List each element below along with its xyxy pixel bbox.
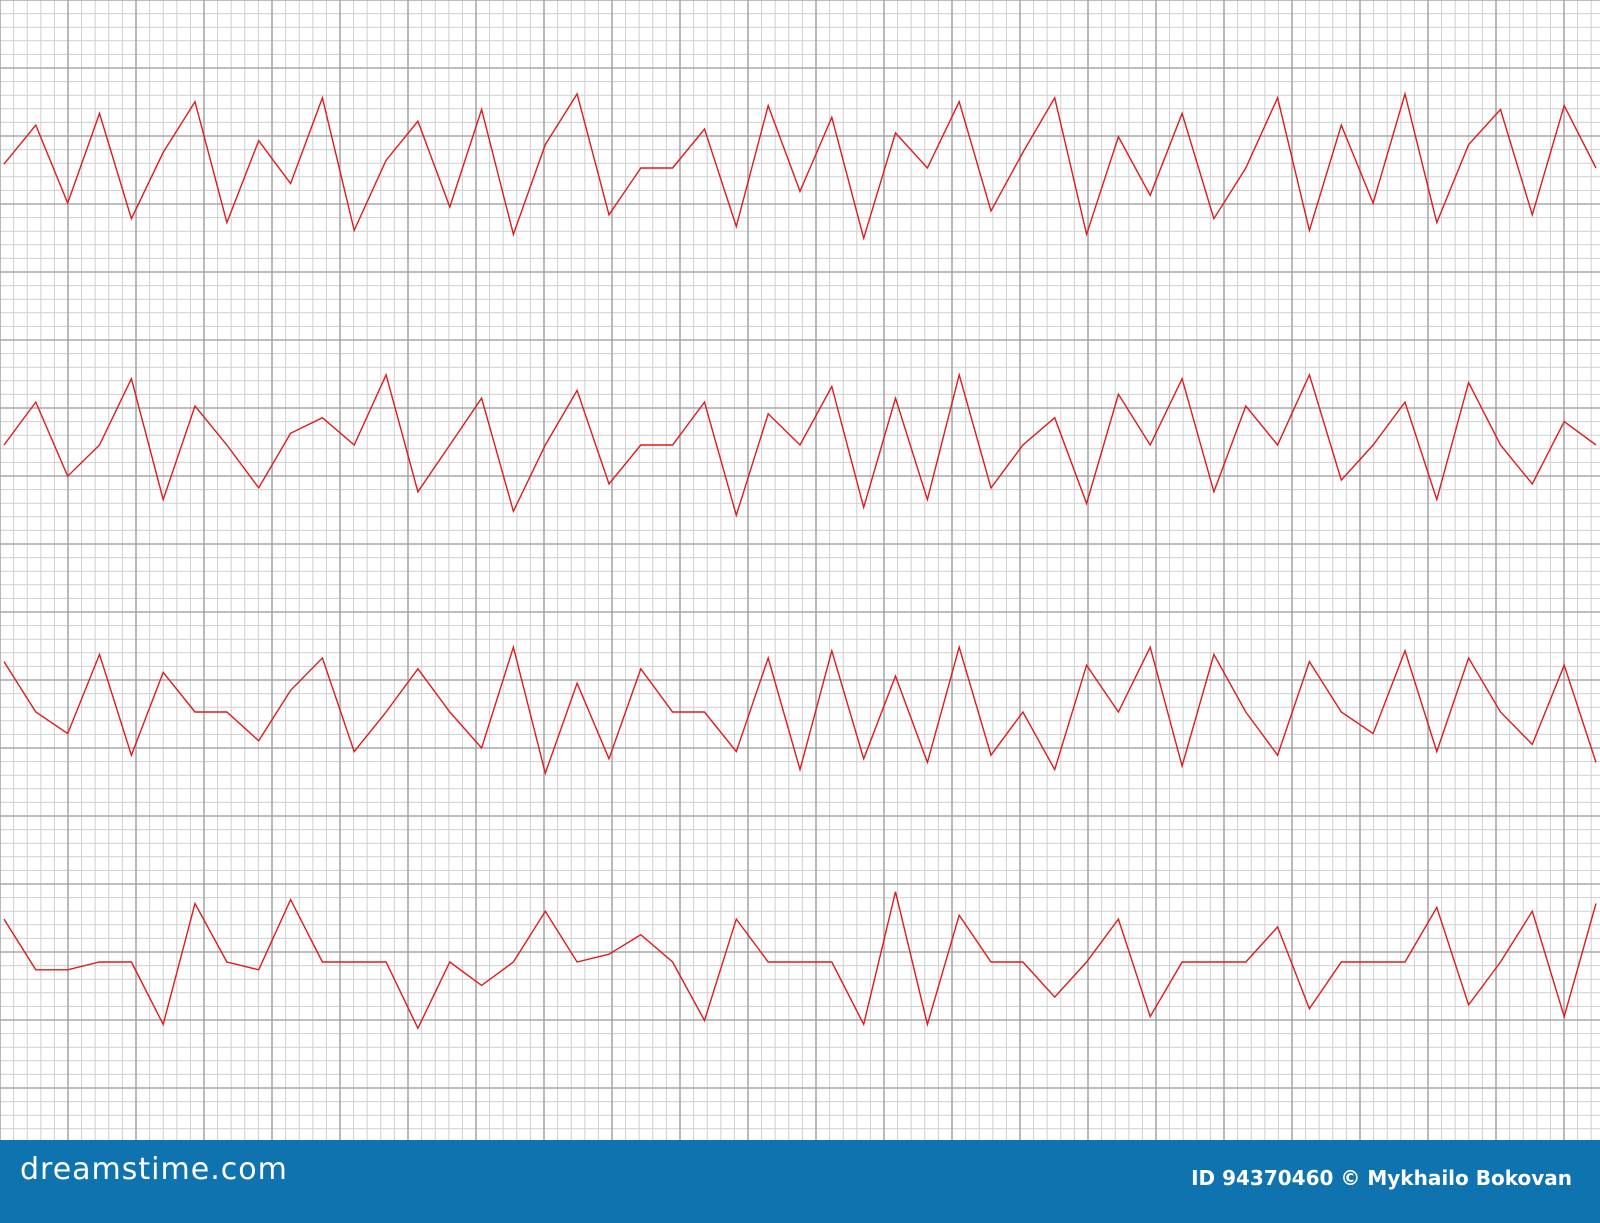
ecg-trace-4-line bbox=[3, 891, 1597, 1030]
ecg-traces bbox=[3, 91, 1597, 1030]
copyright-symbol: © bbox=[1340, 1166, 1361, 1190]
image-id: ID 94370460 bbox=[1191, 1166, 1334, 1190]
brand-logo-text: dreamstime.com bbox=[20, 1152, 288, 1187]
watermark-footer: dreamstime.com ID 94370460 © Mykhailo Bo… bbox=[0, 1140, 1600, 1223]
ecg-trace-2-line bbox=[3, 372, 1597, 518]
ecg-trace-1-line bbox=[3, 91, 1597, 241]
image-credit: ID 94370460 © Mykhailo Bokovan bbox=[1191, 1166, 1572, 1190]
grid-major bbox=[0, 0, 1600, 1140]
ecg-chart bbox=[0, 0, 1600, 1140]
author-name: Mykhailo Bokovan bbox=[1367, 1166, 1572, 1190]
ecg-trace-3-line bbox=[3, 644, 1597, 776]
grid-minor bbox=[0, 0, 1600, 1140]
